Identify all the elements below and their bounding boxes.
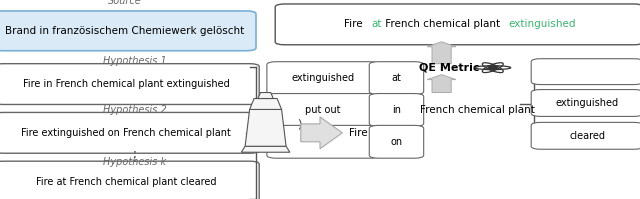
Text: Hypothesis 1: Hypothesis 1 bbox=[102, 56, 166, 66]
FancyArrow shape bbox=[428, 42, 456, 64]
Text: extinguished: extinguished bbox=[291, 73, 355, 83]
Text: ⋮: ⋮ bbox=[127, 150, 141, 164]
FancyBboxPatch shape bbox=[531, 122, 640, 149]
Polygon shape bbox=[258, 93, 273, 99]
Text: in: in bbox=[392, 105, 401, 115]
FancyBboxPatch shape bbox=[531, 90, 640, 116]
FancyBboxPatch shape bbox=[369, 125, 424, 158]
Polygon shape bbox=[250, 99, 282, 109]
FancyBboxPatch shape bbox=[0, 112, 259, 153]
FancyBboxPatch shape bbox=[0, 11, 256, 51]
Text: cleared: cleared bbox=[569, 131, 605, 141]
Text: Fire at French chemical plant cleared: Fire at French chemical plant cleared bbox=[36, 177, 217, 187]
Text: Fire extinguished on French chemical plant: Fire extinguished on French chemical pla… bbox=[22, 128, 231, 138]
Text: Hypothesis k: Hypothesis k bbox=[103, 157, 166, 167]
Polygon shape bbox=[301, 117, 342, 149]
Text: Fire: Fire bbox=[344, 19, 365, 29]
Text: extinguished: extinguished bbox=[556, 98, 619, 108]
FancyBboxPatch shape bbox=[267, 62, 379, 95]
FancyBboxPatch shape bbox=[267, 94, 379, 126]
Text: put out: put out bbox=[305, 105, 340, 115]
FancyBboxPatch shape bbox=[531, 59, 640, 85]
Text: at: at bbox=[371, 19, 381, 29]
Polygon shape bbox=[241, 146, 290, 152]
FancyBboxPatch shape bbox=[369, 62, 424, 95]
Circle shape bbox=[488, 66, 497, 69]
FancyBboxPatch shape bbox=[369, 94, 424, 126]
Text: Fire: Fire bbox=[349, 128, 367, 138]
Text: Source: Source bbox=[108, 0, 141, 6]
Text: French chemical plant: French chemical plant bbox=[420, 105, 535, 115]
Text: on: on bbox=[390, 137, 403, 147]
FancyBboxPatch shape bbox=[267, 125, 379, 158]
FancyBboxPatch shape bbox=[0, 64, 259, 104]
FancyArrow shape bbox=[428, 75, 456, 93]
Text: at: at bbox=[392, 73, 401, 83]
Text: Brand in französischem Chemiewerk gelöscht: Brand in französischem Chemiewerk gelösc… bbox=[5, 26, 244, 36]
Text: QE Metric: QE Metric bbox=[419, 63, 480, 73]
Text: extinguished: extinguished bbox=[509, 19, 576, 29]
Polygon shape bbox=[245, 109, 286, 146]
Text: French chemical plant: French chemical plant bbox=[382, 19, 504, 29]
Text: Fire in French chemical plant extinguished: Fire in French chemical plant extinguish… bbox=[23, 79, 230, 89]
FancyBboxPatch shape bbox=[0, 161, 259, 199]
FancyBboxPatch shape bbox=[275, 4, 640, 45]
Text: Hypothesis 2: Hypothesis 2 bbox=[102, 105, 166, 115]
